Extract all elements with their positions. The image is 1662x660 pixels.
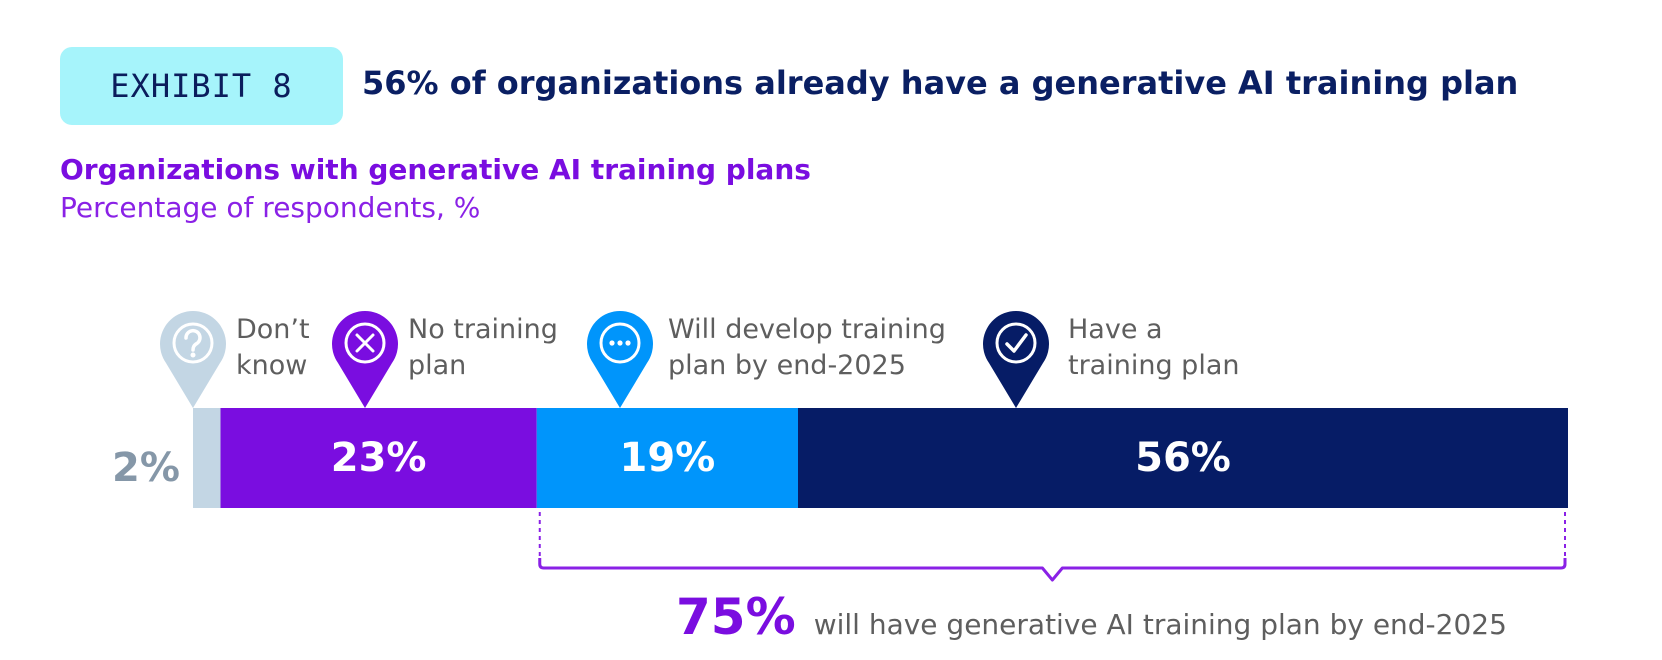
bar-value-label-no-plan: 23%	[330, 435, 427, 481]
exhibit-label: EXHIBIT 8	[60, 47, 343, 125]
category-label-will-develop: Will develop training plan by end-2025	[668, 314, 946, 381]
bar-value-label-dont-know: 2%	[112, 445, 180, 491]
bar-value-label-will-develop: 19%	[619, 435, 716, 481]
bar-value-label-have-plan: 56%	[1135, 435, 1231, 481]
question-icon	[184, 328, 202, 358]
pin-marker-have-plan	[983, 311, 1049, 408]
summary-annotation: 75% will have generative AI training pla…	[676, 588, 1507, 646]
pin-marker-will-develop	[587, 311, 653, 408]
x-circle-icon	[355, 333, 375, 353]
bar-segment-have-plan	[798, 408, 1568, 508]
bar-segment-will-develop	[536, 408, 798, 508]
category-label-no-plan: No training plan	[408, 314, 558, 381]
summary-bracket	[538, 558, 1567, 582]
pin-marker-no-plan	[331, 311, 398, 408]
headline: 56% of organizations already have a gene…	[362, 64, 1519, 102]
bar-segment-dont-know	[193, 408, 221, 508]
summary-text: will have generative AI training plan by…	[813, 608, 1507, 641]
pin-marker-dont-know	[160, 311, 227, 408]
bar-segment-no-plan	[220, 408, 537, 508]
summary-value: 75%	[676, 588, 796, 646]
ellipsis-icon	[609, 340, 631, 346]
category-label-have-plan: Have a training plan	[1068, 314, 1240, 381]
chart-subtitle: Percentage of respondents, %	[60, 191, 481, 224]
chart-title: Organizations with generative AI trainin…	[60, 153, 811, 186]
category-label-dont-know: Don’t know	[236, 314, 310, 381]
check-icon	[1005, 333, 1028, 353]
